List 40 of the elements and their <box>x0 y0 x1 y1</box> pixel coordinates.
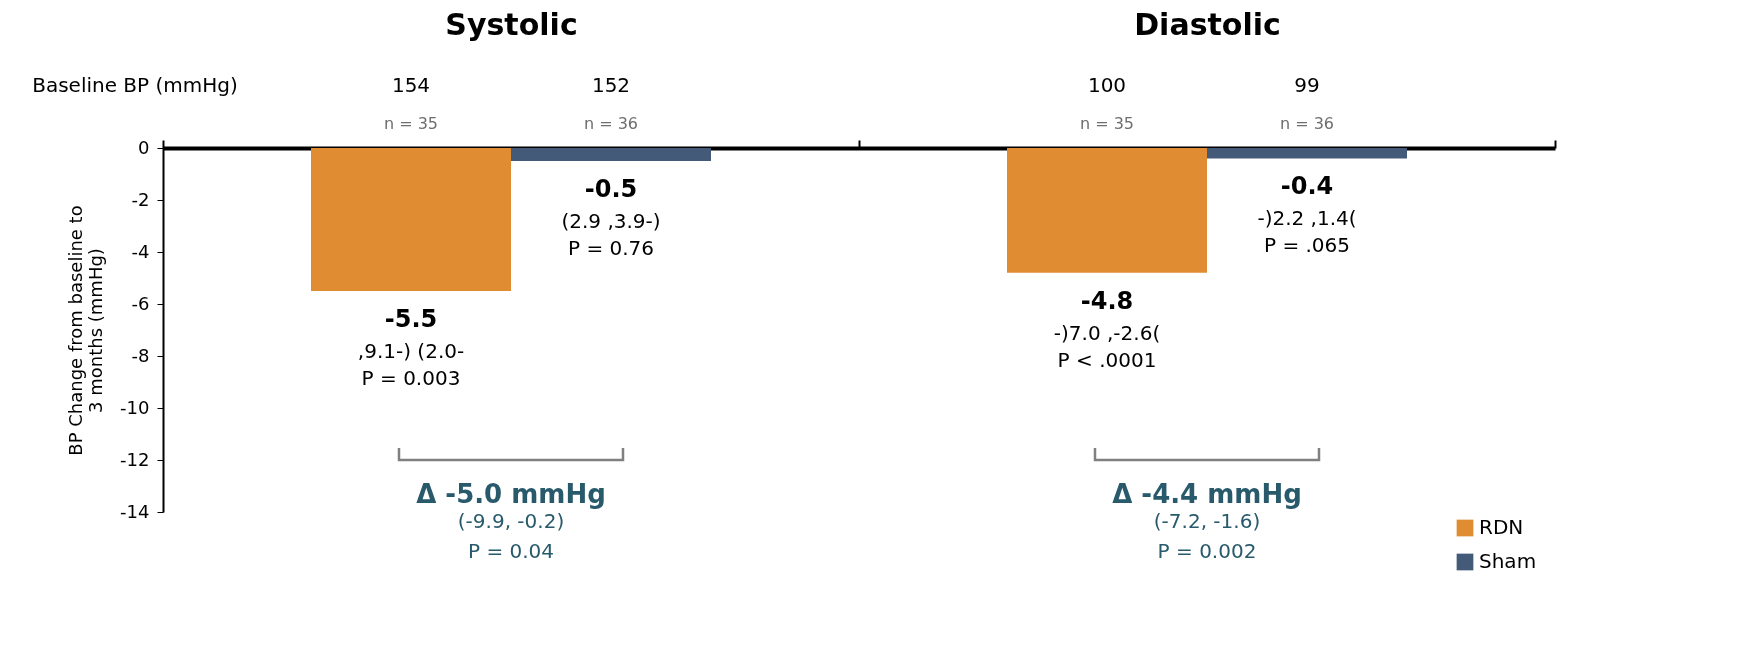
annotation: ,9.1-) (2.0- <box>357 339 465 363</box>
annotation: (2.9 ,3.9-) <box>561 209 661 233</box>
y-tick-label: -12 <box>120 448 150 470</box>
annotation: (-9.9, -0.2) <box>457 509 565 533</box>
text: n = 36 <box>583 114 639 133</box>
annotation: P = 0.76 <box>567 236 655 260</box>
annotation: -)2.2 ,1.4( <box>1257 206 1357 231</box>
y-tick-label: -14 <box>120 500 150 522</box>
y-tick-label: -4 <box>131 240 150 262</box>
annotation: P = 0.003 <box>361 366 461 390</box>
text: Baseline BP (mmHg) <box>32 73 238 97</box>
text: P = 0.002 <box>1157 539 1257 563</box>
annotation: -)7.0 ,-2.6( <box>1053 320 1161 345</box>
x-tick-label: Systolic <box>445 6 578 42</box>
y-tick-label: -6 <box>131 292 150 314</box>
data-label: -5.5 <box>384 305 438 333</box>
y-tick-label: -10 <box>120 396 150 418</box>
text: n = 35 <box>383 114 439 133</box>
text: 100 <box>1087 73 1127 97</box>
text: n = 35 <box>1079 114 1135 133</box>
text: 152 <box>591 73 631 97</box>
text: P = 0.04 <box>467 539 555 563</box>
data-label: -4.8 <box>1080 286 1134 315</box>
data-label: -0.5 <box>584 175 638 203</box>
legend-label: Sham <box>1479 549 1537 573</box>
annotation: Δ -4.4 mmHg <box>1112 479 1302 509</box>
y-tick-label: -2 <box>131 188 150 210</box>
annotation: (-7.2, -1.6) <box>1153 509 1261 533</box>
data-label: -0.4 <box>1280 172 1334 201</box>
legend-label: RDN <box>1479 515 1524 539</box>
text: 99 <box>1294 73 1320 97</box>
y-tick-label: 0 <box>138 136 150 158</box>
x-tick-label: Diastolic <box>1134 6 1281 42</box>
y-tick-label: -8 <box>131 344 150 366</box>
annotation: Δ -5.0 mmHg <box>416 479 606 509</box>
y-axis-title: BP Change from baseline to 3 months (mmHg) <box>65 205 107 456</box>
text: 154 <box>391 73 431 97</box>
annotation: P = .065 <box>1263 233 1351 258</box>
annotation: P < .0001 <box>1057 347 1157 372</box>
text: n = 36 <box>1279 114 1335 133</box>
